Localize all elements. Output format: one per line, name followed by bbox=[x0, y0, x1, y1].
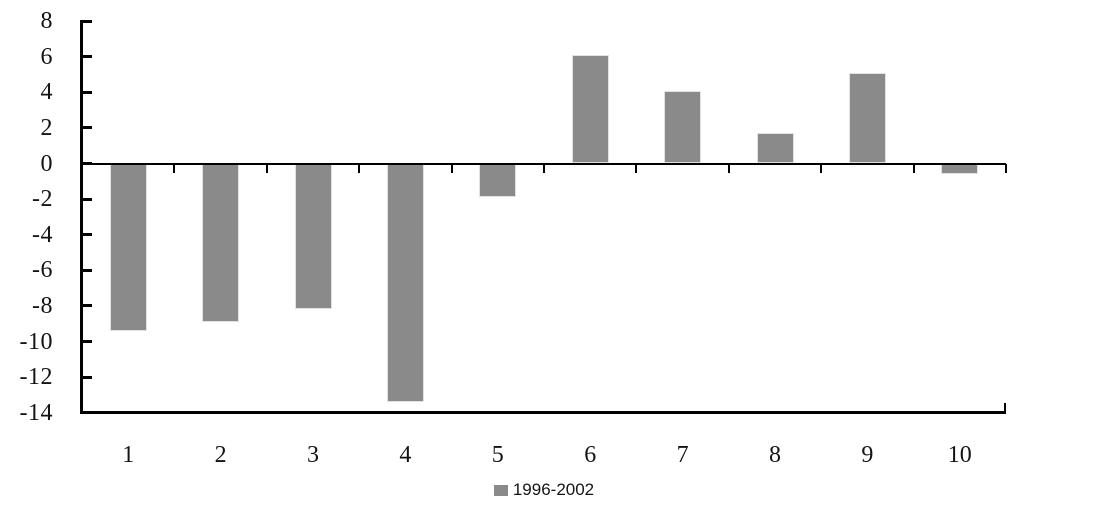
bar bbox=[386, 163, 424, 403]
legend-marker bbox=[493, 484, 508, 496]
y-axis-tick bbox=[80, 19, 92, 23]
bar bbox=[664, 90, 702, 164]
x-axis-tick bbox=[450, 163, 453, 173]
x-axis-tick bbox=[173, 163, 176, 173]
bar bbox=[294, 163, 332, 310]
x-tick-label: 1 bbox=[122, 442, 135, 468]
x-tick-label: 8 bbox=[769, 442, 781, 468]
y-axis-tick bbox=[80, 304, 92, 308]
legend: 1996-2002 bbox=[82, 480, 1006, 500]
bar bbox=[202, 163, 240, 322]
bar bbox=[109, 163, 147, 331]
bar bbox=[479, 163, 517, 198]
bar bbox=[571, 54, 609, 164]
y-axis-tick bbox=[80, 340, 92, 343]
x-tick-label: 4 bbox=[399, 442, 412, 468]
y-tick-label: -4 bbox=[32, 221, 53, 248]
y-tick-label: 8 bbox=[40, 8, 53, 35]
y-tick-label: -2 bbox=[32, 186, 53, 213]
y-tick-label: 0 bbox=[40, 150, 53, 177]
legend-label: 1996-2002 bbox=[512, 480, 595, 499]
y-tick-label: -8 bbox=[32, 292, 53, 319]
x-axis-tick bbox=[912, 163, 915, 173]
y-tick-label: -14 bbox=[19, 399, 53, 426]
y-tick-label: -12 bbox=[19, 364, 53, 391]
y-axis-tick bbox=[80, 55, 92, 59]
plot-bottom-end-tick bbox=[1004, 403, 1006, 412]
y-tick-label: 6 bbox=[40, 43, 53, 70]
x-tick-label: 3 bbox=[307, 442, 319, 468]
x-tick-label: 5 bbox=[491, 442, 504, 468]
x-tick-label: 9 bbox=[861, 442, 874, 468]
y-tick-label: 4 bbox=[40, 79, 53, 106]
y-axis-line bbox=[80, 20, 83, 414]
x-tick-label: 7 bbox=[676, 442, 689, 468]
y-axis-tick bbox=[80, 126, 92, 130]
y-axis-tick bbox=[80, 268, 92, 272]
bar bbox=[756, 133, 794, 164]
y-axis-tick bbox=[80, 90, 92, 94]
y-tick-label: 2 bbox=[40, 114, 53, 141]
bar bbox=[941, 163, 979, 175]
plot-bottom-border bbox=[80, 411, 1006, 414]
x-axis-tick bbox=[820, 163, 823, 173]
y-axis-tick bbox=[80, 233, 92, 237]
x-axis-tick bbox=[543, 163, 545, 173]
y-axis-tick bbox=[80, 197, 92, 201]
x-axis-tick bbox=[635, 163, 638, 173]
x-tick-label: 2 bbox=[214, 442, 227, 468]
y-axis-tick bbox=[80, 375, 92, 379]
x-tick-label: 10 bbox=[947, 442, 972, 468]
x-tick-label: 6 bbox=[584, 442, 597, 468]
x-axis-tick bbox=[727, 163, 730, 173]
x-axis-tick bbox=[358, 163, 361, 173]
bar bbox=[848, 72, 886, 164]
x-axis-tick bbox=[265, 163, 268, 173]
y-tick-label: -6 bbox=[32, 257, 53, 284]
x-axis-tick bbox=[1005, 163, 1007, 173]
y-tick-label: -10 bbox=[19, 328, 53, 355]
